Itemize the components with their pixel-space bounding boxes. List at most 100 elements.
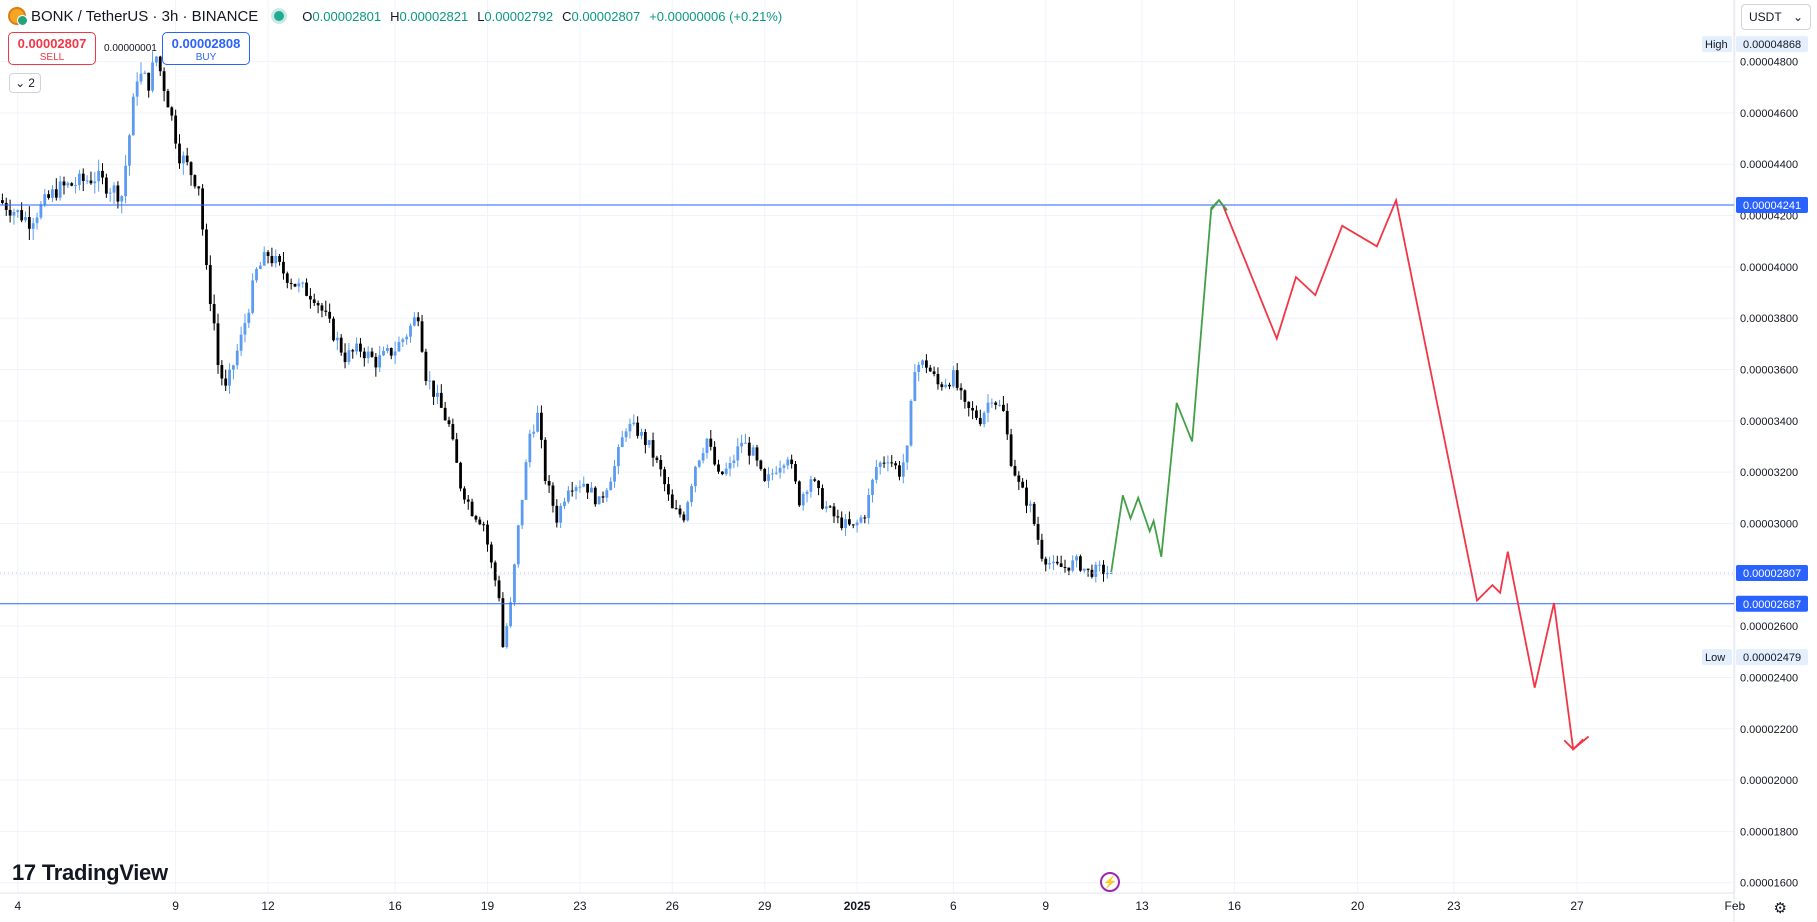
candle-body (139, 73, 143, 82)
time-tick-label: 13 (1135, 899, 1149, 913)
candle-body (208, 265, 212, 305)
candle-body (1028, 503, 1032, 506)
candle-body (370, 351, 374, 357)
tradingview-logo[interactable]: 17 TradingView (12, 860, 168, 886)
candle-body (878, 462, 882, 467)
candle-body (898, 465, 901, 477)
candle-body (955, 370, 959, 388)
candle-body (181, 155, 185, 164)
candle-body (690, 486, 693, 503)
candle-body (736, 446, 740, 461)
candle-body (628, 423, 632, 432)
price-tick-label: 0.00004600 (1740, 108, 1798, 120)
symbol-title[interactable]: BONK / TetherUS · 3h · BINANCE (31, 7, 259, 25)
candle-body (282, 261, 285, 274)
market-open-icon (274, 11, 285, 21)
candle-body (624, 431, 628, 438)
candle-body (470, 501, 474, 517)
candle-body (832, 506, 836, 517)
candle-body (813, 479, 817, 481)
candle-body (201, 188, 204, 230)
candle-body (316, 302, 320, 306)
candle-body (801, 494, 805, 506)
horizontal-levels[interactable] (0, 204, 1734, 605)
time-tick-label: 2025 (844, 899, 871, 913)
support-price-badge[interactable] (1736, 595, 1808, 612)
candle-body (663, 469, 666, 485)
projection-paths[interactable] (1110, 197, 1590, 752)
candle-body (905, 445, 909, 463)
candle-body (297, 283, 301, 287)
candle-body (1094, 564, 1098, 577)
candle-body (16, 210, 20, 213)
candle-body (405, 336, 409, 340)
price-tick-label: 0.00002200 (1740, 724, 1798, 736)
bullish-projection-path[interactable] (1110, 198, 1228, 573)
lightning-icon[interactable]: ⚡ (1100, 872, 1120, 892)
candle-body (713, 446, 717, 465)
bearish-projection-path[interactable] (1222, 197, 1590, 752)
candle-body (643, 431, 647, 445)
candle-body (540, 412, 543, 440)
candle-body (1079, 556, 1082, 571)
candle-body (817, 480, 820, 489)
candle-body (1090, 569, 1094, 577)
gear-icon[interactable]: ⚙ (1773, 900, 1787, 917)
candle-body (432, 380, 435, 397)
current-price-badge[interactable] (1736, 565, 1808, 582)
candle-body (597, 496, 601, 505)
candle-body (678, 508, 682, 515)
candle-body (574, 487, 578, 492)
candle-body (328, 311, 332, 319)
candlestick-series (1, 51, 1113, 649)
close-value: 0.00002807 (571, 8, 641, 24)
indicators-toggle-button[interactable]: ⌄ 2 (9, 73, 41, 93)
price-axis[interactable]: 0.00004800 0.00004600 0.00004400 0.00004200… (1702, 36, 1808, 890)
candle-body (386, 347, 389, 351)
candle-body (197, 186, 201, 189)
sell-button[interactable]: 0.00002807 SELL (8, 32, 96, 65)
arrow-up-icon (1210, 198, 1228, 211)
candle-body (193, 175, 197, 187)
candle-body (774, 472, 778, 474)
candle-body (1055, 561, 1059, 564)
candle-body (262, 252, 266, 266)
time-tick-label: 12 (261, 899, 275, 913)
spread-value: 0.00000001 (104, 43, 157, 54)
candle-body (555, 505, 559, 523)
price-tick-label: 0.00002600 (1740, 621, 1798, 633)
grid-lines (0, 0, 1736, 922)
candle-body (1067, 567, 1071, 571)
candle-body (686, 502, 690, 521)
indicators-count: 2 (28, 76, 35, 90)
candle-body (532, 431, 536, 434)
candle-body (78, 173, 81, 186)
candle-body (909, 400, 913, 446)
currency-select[interactable]: USDT ⌄ (1741, 4, 1811, 30)
buy-button[interactable]: 0.00002808 BUY (162, 32, 250, 65)
candle-body (636, 422, 640, 436)
candle-body (570, 490, 574, 492)
candle-body (401, 339, 405, 343)
sell-price: 0.00002807 (17, 36, 87, 51)
candle-body (124, 165, 127, 197)
candle-body (466, 499, 470, 502)
close-label: C (562, 8, 572, 24)
candle-body (1109, 573, 1113, 575)
time-tick-label: 16 (388, 899, 402, 913)
candle-body (667, 484, 670, 495)
candle-body (104, 177, 108, 194)
candle-body (420, 321, 424, 352)
candle-body (1005, 411, 1009, 435)
resistance-price-badge[interactable] (1736, 197, 1808, 214)
candle-body (647, 440, 651, 445)
candle-body (1105, 573, 1109, 575)
candle-body (85, 180, 89, 182)
candle-body (1025, 487, 1028, 506)
time-axis[interactable]: 4 9 12 16 19 23 26 29 2025 6 9 13 16 20 23 27 Feb (14, 899, 1745, 913)
candle-body (874, 466, 878, 480)
candle-body (89, 180, 93, 184)
candle-body (43, 194, 47, 205)
candle-body (497, 580, 501, 599)
